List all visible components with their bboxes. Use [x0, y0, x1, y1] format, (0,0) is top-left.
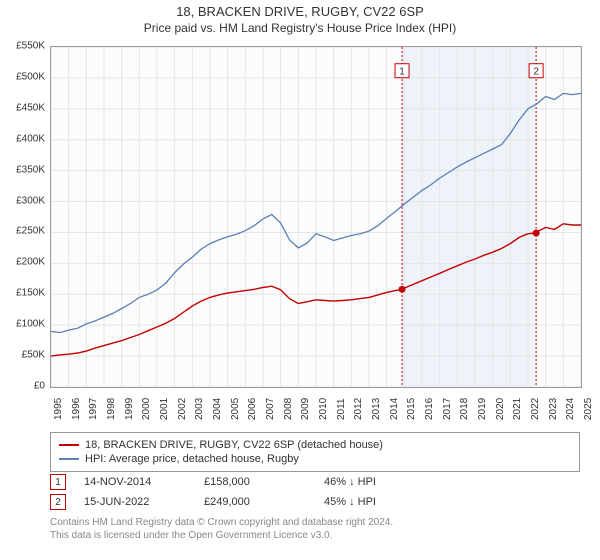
table-row: 1 14-NOV-2014 £158,000 46% ↓ HPI — [50, 472, 580, 492]
footer-line: This data is licensed under the Open Gov… — [50, 529, 580, 542]
svg-text:2: 2 — [533, 67, 539, 78]
y-tick-label: £0 — [5, 381, 45, 392]
y-tick-label: £150K — [5, 288, 45, 299]
x-tick-label: 2018 — [459, 398, 470, 420]
y-tick-label: £250K — [5, 226, 45, 237]
x-tick-label: 2019 — [477, 398, 488, 420]
transaction-date: 15-JUN-2022 — [84, 496, 204, 508]
legend-row: 18, BRACKEN DRIVE, RUGBY, CV22 6SP (deta… — [59, 439, 571, 451]
y-tick-label: £50K — [5, 350, 45, 361]
x-tick-label: 2001 — [159, 398, 170, 420]
x-tick-label: 1999 — [124, 398, 135, 420]
subtitle: Price paid vs. HM Land Registry's House … — [0, 21, 600, 35]
x-tick-label: 2008 — [283, 398, 294, 420]
y-tick-label: £550K — [5, 41, 45, 52]
x-tick-label: 2023 — [548, 398, 559, 420]
x-tick-label: 2025 — [583, 398, 594, 420]
x-tick-label: 2024 — [565, 398, 576, 420]
x-tick-label: 2002 — [177, 398, 188, 420]
x-tick-label: 2012 — [353, 398, 364, 420]
x-tick-label: 2017 — [442, 398, 453, 420]
y-tick-label: £500K — [5, 71, 45, 82]
x-tick-label: 2006 — [247, 398, 258, 420]
x-tick-label: 2003 — [194, 398, 205, 420]
x-tick-label: 2010 — [318, 398, 329, 420]
title-block: 18, BRACKEN DRIVE, RUGBY, CV22 6SP Price… — [0, 0, 600, 35]
legend: 18, BRACKEN DRIVE, RUGBY, CV22 6SP (deta… — [50, 432, 580, 472]
y-tick-label: £450K — [5, 102, 45, 113]
x-tick-label: 2011 — [336, 398, 347, 420]
transaction-date: 14-NOV-2014 — [84, 476, 204, 488]
x-tick-label: 2013 — [371, 398, 382, 420]
address-title: 18, BRACKEN DRIVE, RUGBY, CV22 6SP — [0, 4, 600, 19]
footer: Contains HM Land Registry data © Crown c… — [50, 516, 580, 542]
x-tick-label: 2005 — [230, 398, 241, 420]
transaction-price: £249,000 — [204, 496, 324, 508]
x-tick-label: 1998 — [106, 398, 117, 420]
transaction-pct: 45% ↓ HPI — [324, 496, 444, 508]
x-tick-label: 2016 — [424, 398, 435, 420]
footer-line: Contains HM Land Registry data © Crown c… — [50, 516, 580, 529]
legend-swatch-blue — [59, 458, 79, 460]
y-tick-label: £200K — [5, 257, 45, 268]
x-tick-label: 1996 — [71, 398, 82, 420]
svg-text:1: 1 — [399, 67, 405, 78]
marker-badge: 1 — [50, 474, 66, 490]
y-tick-label: £300K — [5, 195, 45, 206]
x-tick-label: 2007 — [265, 398, 276, 420]
transaction-pct: 46% ↓ HPI — [324, 476, 444, 488]
chart-svg: 12 — [51, 47, 581, 387]
legend-label: HPI: Average price, detached house, Rugb… — [85, 453, 299, 465]
x-tick-label: 2014 — [389, 398, 400, 420]
transaction-price: £158,000 — [204, 476, 324, 488]
x-tick-label: 2009 — [300, 398, 311, 420]
legend-label: 18, BRACKEN DRIVE, RUGBY, CV22 6SP (deta… — [85, 439, 383, 451]
x-tick-label: 2022 — [530, 398, 541, 420]
y-tick-label: £350K — [5, 164, 45, 175]
transactions-table: 1 14-NOV-2014 £158,000 46% ↓ HPI 2 15-JU… — [50, 472, 580, 512]
x-tick-label: 2000 — [141, 398, 152, 420]
table-row: 2 15-JUN-2022 £249,000 45% ↓ HPI — [50, 492, 580, 512]
x-axis-labels: 1995 1996 1997 1998 1999 2000 2001 2002 2003 2004… — [50, 388, 580, 428]
x-tick-label: 1995 — [53, 398, 64, 420]
legend-swatch-red — [59, 444, 79, 446]
x-tick-label: 1997 — [88, 398, 99, 420]
y-tick-label: £100K — [5, 319, 45, 330]
legend-row: HPI: Average price, detached house, Rugb… — [59, 453, 571, 465]
marker-badge: 2 — [50, 494, 66, 510]
y-tick-label: £400K — [5, 133, 45, 144]
x-tick-label: 2004 — [212, 398, 223, 420]
x-tick-label: 2021 — [512, 398, 523, 420]
x-tick-label: 2020 — [495, 398, 506, 420]
x-tick-label: 2015 — [406, 398, 417, 420]
chart-plot-area: 12 — [50, 46, 582, 388]
